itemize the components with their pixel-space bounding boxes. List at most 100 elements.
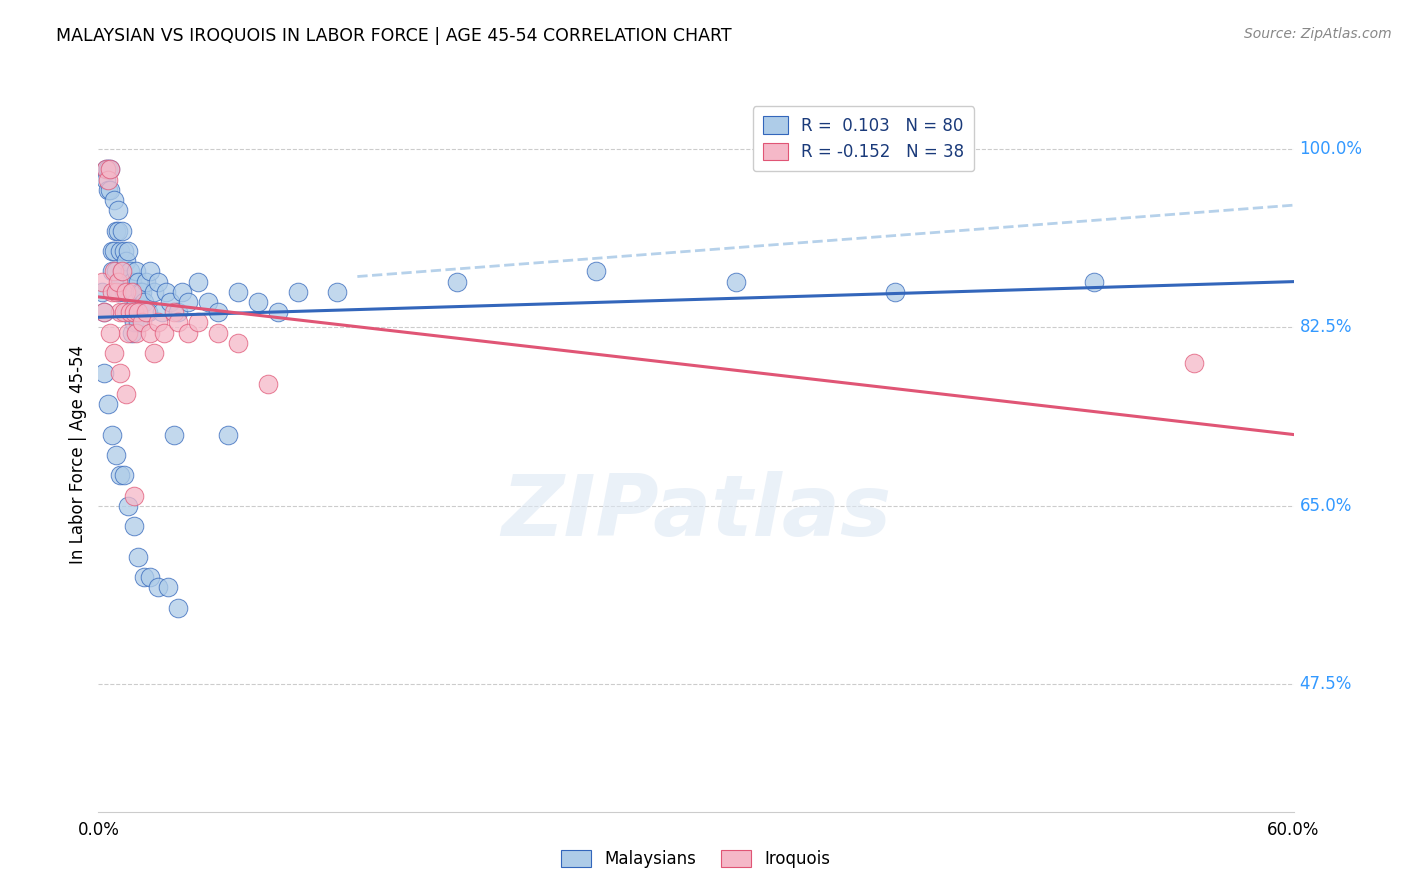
Point xyxy=(107,275,129,289)
Point xyxy=(1182,356,1205,370)
Point xyxy=(153,326,176,340)
Point xyxy=(127,305,149,319)
Point xyxy=(121,326,143,340)
Point xyxy=(139,264,162,278)
Point xyxy=(167,315,190,329)
Point xyxy=(107,203,129,218)
Text: Source: ZipAtlas.com: Source: ZipAtlas.com xyxy=(1244,27,1392,41)
Point xyxy=(115,254,138,268)
Point xyxy=(101,264,124,278)
Point xyxy=(105,285,128,299)
Point xyxy=(159,295,181,310)
Point xyxy=(105,224,128,238)
Text: ZIPatlas: ZIPatlas xyxy=(501,470,891,554)
Point xyxy=(197,295,219,310)
Point xyxy=(446,275,468,289)
Point xyxy=(187,275,209,289)
Point xyxy=(115,285,138,299)
Point xyxy=(134,570,156,584)
Point xyxy=(121,285,143,299)
Point xyxy=(124,285,146,299)
Point xyxy=(148,315,170,329)
Point xyxy=(112,305,135,319)
Point xyxy=(97,162,120,177)
Point xyxy=(107,224,129,238)
Legend: Malaysians, Iroquois: Malaysians, Iroquois xyxy=(554,843,838,875)
Point xyxy=(177,326,200,340)
Point xyxy=(98,183,122,197)
Point xyxy=(110,305,132,319)
Point xyxy=(127,549,149,564)
Point xyxy=(103,346,125,360)
Point xyxy=(98,326,122,340)
Point xyxy=(139,570,162,584)
Point xyxy=(103,264,125,278)
Point xyxy=(217,427,239,442)
Point xyxy=(127,275,149,289)
Point xyxy=(167,305,190,319)
Point xyxy=(115,386,138,401)
Point xyxy=(111,264,134,278)
Point xyxy=(101,244,124,258)
Point xyxy=(124,519,146,533)
Point xyxy=(131,315,153,329)
Text: 82.5%: 82.5% xyxy=(1299,318,1353,336)
Point xyxy=(105,264,128,278)
Point xyxy=(117,326,139,340)
Point xyxy=(125,326,148,340)
Point xyxy=(105,448,128,462)
Point xyxy=(1083,275,1105,289)
Point xyxy=(127,315,149,329)
Point xyxy=(163,427,186,442)
Point xyxy=(111,264,134,278)
Point xyxy=(172,285,194,299)
Point xyxy=(155,285,177,299)
Point xyxy=(117,244,139,258)
Point xyxy=(135,305,157,319)
Point xyxy=(129,285,152,299)
Text: MALAYSIAN VS IROQUOIS IN LABOR FORCE | AGE 45-54 CORRELATION CHART: MALAYSIAN VS IROQUOIS IN LABOR FORCE | A… xyxy=(56,27,733,45)
Point xyxy=(131,285,153,299)
Point xyxy=(148,275,170,289)
Point xyxy=(110,367,132,381)
Text: 100.0%: 100.0% xyxy=(1299,140,1362,158)
Point xyxy=(187,315,209,329)
Text: 65.0%: 65.0% xyxy=(1299,497,1353,515)
Point xyxy=(143,346,166,360)
Point xyxy=(112,244,135,258)
Point xyxy=(93,305,115,319)
Point xyxy=(96,172,118,186)
Point xyxy=(96,162,118,177)
Point xyxy=(115,305,138,319)
Y-axis label: In Labor Force | Age 45-54: In Labor Force | Age 45-54 xyxy=(69,345,87,565)
Point xyxy=(287,285,309,299)
Point xyxy=(163,305,186,319)
Point xyxy=(110,468,132,483)
Point xyxy=(120,305,142,319)
Point xyxy=(91,275,114,289)
Point xyxy=(148,581,170,595)
Point xyxy=(110,275,132,289)
Point xyxy=(226,335,249,350)
Point xyxy=(112,285,135,299)
Point xyxy=(120,264,142,278)
Point xyxy=(107,285,129,299)
Point xyxy=(120,305,142,319)
Point xyxy=(143,285,166,299)
Point xyxy=(207,326,229,340)
Point xyxy=(884,285,907,299)
Point xyxy=(724,275,747,289)
Point xyxy=(97,183,120,197)
Point xyxy=(93,305,115,319)
Point xyxy=(267,305,290,319)
Point xyxy=(117,285,139,299)
Point xyxy=(135,275,157,289)
Point xyxy=(97,397,120,411)
Point xyxy=(226,285,249,299)
Point xyxy=(585,264,607,278)
Point xyxy=(112,468,135,483)
Point xyxy=(98,162,122,177)
Point xyxy=(111,224,134,238)
Point xyxy=(124,489,146,503)
Point xyxy=(167,600,190,615)
